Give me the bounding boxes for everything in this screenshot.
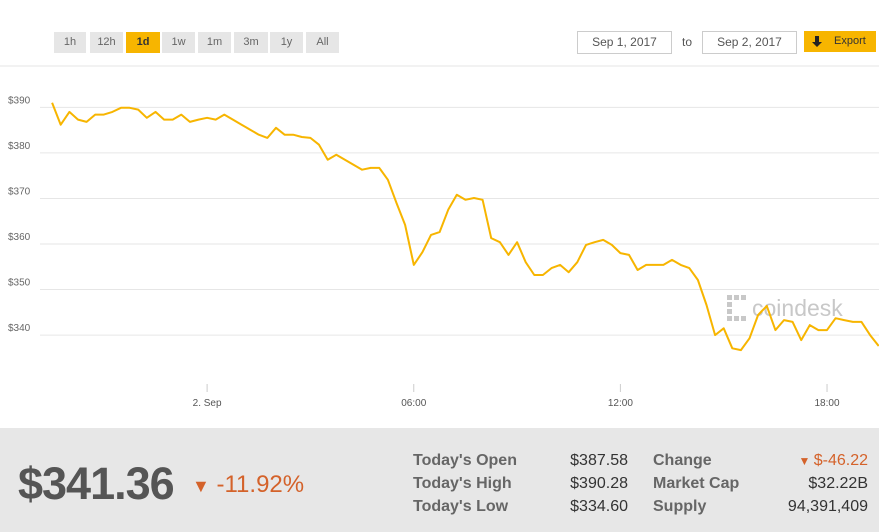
range-button[interactable]: 12h [90,32,123,53]
stat-label: Today's High [413,475,512,492]
price-line [51,102,879,352]
stat-value: $387.58 [570,452,628,470]
stat-label: Market Cap [653,475,740,492]
stat-value-text: $-46.22 [813,452,868,469]
date-to[interactable]: Sep 2, 2017 [702,31,797,54]
stat-value-text: $390.28 [570,475,628,492]
date-from[interactable]: Sep 1, 2017 [577,31,672,54]
range-button[interactable]: 1d [126,32,160,53]
x-tick-label: 2. Sep [193,398,222,409]
down-arrow: ▼ [798,454,814,468]
y-tick-label: $340 [8,323,31,334]
stat-label: Change [653,452,712,469]
stat-value: $390.28 [570,475,628,493]
export-button[interactable]: Export [804,31,876,52]
x-tick-label: 12:00 [608,398,633,409]
change-percent-value: -11.92% [216,471,305,498]
date-separator: to [682,35,693,49]
range-button[interactable]: 1w [162,32,195,53]
range-button[interactable]: All [306,32,339,53]
stat-value: $32.22B [808,475,868,493]
export-icon [812,36,822,47]
y-tick-label: $390 [8,95,31,106]
stat-value-text: $387.58 [570,452,628,469]
range-button[interactable]: 3m [234,32,268,53]
stat-value: ▼ $-46.22 [799,452,868,470]
y-tick-label: $360 [8,232,31,243]
price: $341.36 [18,458,175,509]
stat-value: 94,391,409 [788,498,868,516]
stat-value-text: $32.22B [808,475,868,492]
stat-label: Today's Low [413,498,509,515]
watermark-icon [727,295,746,321]
stat-value-text: $334.60 [570,498,628,515]
stat-value-text: 94,391,409 [787,498,868,515]
range-button[interactable]: 1m [198,32,231,53]
y-tick-label: $350 [8,278,31,289]
down-arrow: ▼ [192,476,210,496]
y-tick-label: $380 [8,141,31,152]
stat-label: Today's Open [413,452,517,469]
export-label: Export [834,35,866,47]
x-tick-label: 18:00 [815,398,840,409]
summary-panel: $341.36 ▼ -11.92% Today's Open $387.58 Tod… [0,428,879,532]
range-button[interactable]: 1h [54,32,86,53]
change-percent: ▼ -11.92% [192,471,304,499]
stat-value: $334.60 [570,498,628,516]
x-tick-label: 06:00 [401,398,426,409]
y-tick-label: $370 [8,186,31,197]
stat-label: Supply [653,498,707,515]
range-button[interactable]: 1y [270,32,303,53]
